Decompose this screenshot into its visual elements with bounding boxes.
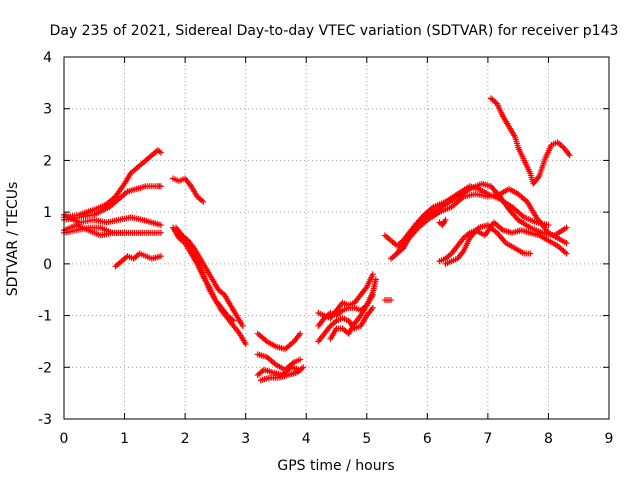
x-tick-label: 6 xyxy=(423,431,432,447)
data-point xyxy=(242,341,249,348)
data-point xyxy=(563,250,570,257)
data-point xyxy=(157,253,164,260)
plot-frame xyxy=(63,56,610,420)
y-tick-label: -1 xyxy=(38,309,52,325)
data-point xyxy=(121,229,128,236)
y-tick-label: 3 xyxy=(43,102,52,118)
x-tick-label: 4 xyxy=(302,431,311,447)
series-1 xyxy=(170,175,249,348)
data-point xyxy=(545,222,552,229)
data-point xyxy=(369,304,376,311)
data-marks xyxy=(61,95,573,384)
x-axis-label: GPS time / hours xyxy=(277,458,394,474)
grid xyxy=(64,57,609,419)
y-tick-label: -2 xyxy=(38,360,52,376)
y-axis-label: SDTVAR / TECUs xyxy=(5,182,21,297)
data-point xyxy=(297,330,304,337)
data-point xyxy=(297,356,304,363)
series-4 xyxy=(381,95,573,304)
data-point xyxy=(200,198,207,205)
x-tick-label: 7 xyxy=(483,431,492,447)
data-point xyxy=(157,183,164,190)
axis-ticks: 0 1 2 3 4 5 6 7 8 9 -3 -2 -1 0 1 2 3 4 xyxy=(38,50,613,447)
data-point xyxy=(388,297,394,304)
chart-title: Day 235 of 2021, Sidereal Day-to-day VTE… xyxy=(50,23,619,39)
y-tick-label: 1 xyxy=(43,205,52,221)
data-point xyxy=(157,229,164,236)
y-tick-label: 4 xyxy=(43,50,52,66)
x-tick-label: 5 xyxy=(362,431,371,447)
data-point xyxy=(369,271,376,278)
series-2 xyxy=(254,330,307,384)
x-tick-label: 1 xyxy=(120,431,129,447)
y-tick-label: 2 xyxy=(43,153,52,169)
data-point xyxy=(239,322,246,329)
data-point xyxy=(442,216,449,223)
data-point xyxy=(563,240,570,247)
data-point xyxy=(300,364,307,371)
x-tick-label: 0 xyxy=(60,431,69,447)
data-point xyxy=(157,149,164,156)
data-point xyxy=(372,276,379,283)
data-point xyxy=(230,317,237,324)
x-tick-label: 3 xyxy=(241,431,250,447)
x-tick-label: 8 xyxy=(544,431,553,447)
data-point xyxy=(157,222,164,229)
x-tick-label: 2 xyxy=(181,431,190,447)
data-point xyxy=(566,152,573,159)
y-tick-label: 0 xyxy=(43,257,52,273)
data-point xyxy=(563,224,570,231)
data-point xyxy=(527,250,534,257)
x-tick-label: 9 xyxy=(605,431,614,447)
series-3 xyxy=(315,271,379,345)
series-0 xyxy=(61,147,164,270)
y-tick-label: -3 xyxy=(38,412,52,428)
